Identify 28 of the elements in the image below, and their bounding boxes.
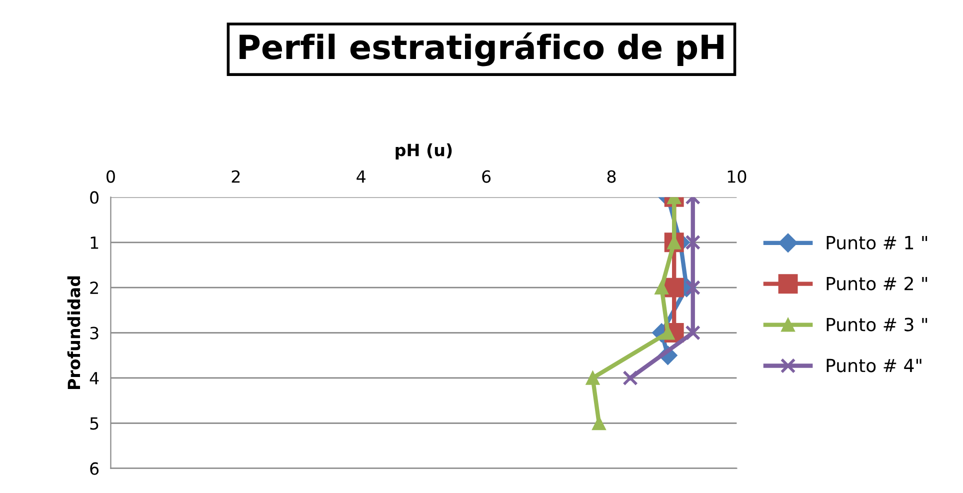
y-tick-label: 6 (90, 462, 99, 475)
legend-label: Punto # 3 " (826, 318, 928, 332)
x-tick-label: 6 (482, 170, 491, 183)
point (685, 234, 701, 250)
point (622, 370, 638, 386)
y-tick-label: 5 (90, 417, 98, 430)
x-tick-label: 0 (106, 170, 115, 183)
x-tick-label: 2 (232, 170, 240, 183)
x-tick-label: 4 (356, 170, 366, 183)
y-tick-label: 2 (90, 282, 98, 294)
point (685, 325, 701, 340)
point (685, 280, 701, 296)
y-tick-label: 4 (90, 372, 99, 384)
x-axis-title: pH (u) (396, 143, 452, 160)
point (592, 416, 606, 430)
y-tick-label: 3 (90, 326, 98, 340)
legend-label: Punto # 1 " (826, 236, 928, 250)
chart-title: Perfil estratigráfico de pH (240, 32, 724, 66)
point (664, 278, 684, 298)
y-tick-label: 0 (90, 191, 99, 204)
x-tick-label: 8 (607, 170, 616, 183)
y-tick-label: 1 (90, 236, 98, 249)
point (654, 280, 669, 295)
legend-label: Punto # 4" (826, 358, 922, 372)
y-axis-title: Profundidad (67, 276, 80, 390)
legend-label: Punto # 2 " (826, 276, 928, 290)
point (586, 371, 600, 385)
x-tick-label: 10 (728, 170, 746, 183)
